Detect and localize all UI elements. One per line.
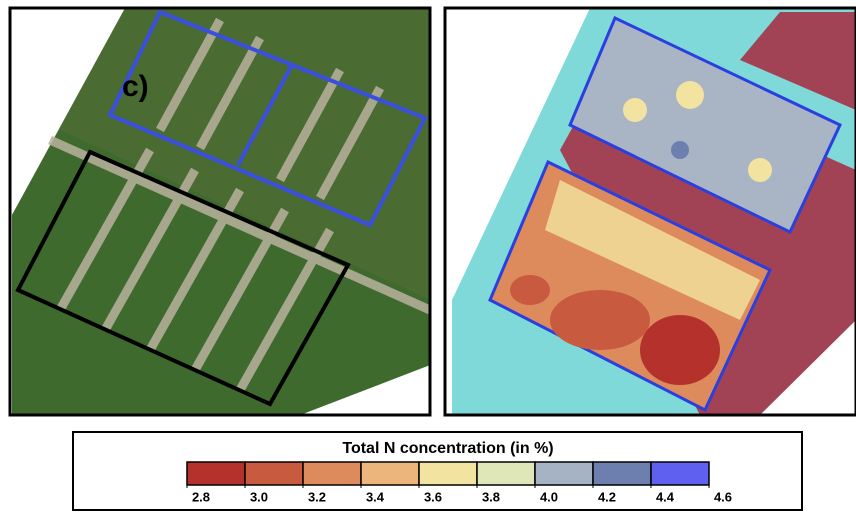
color-swatch	[419, 462, 477, 485]
aerial-image	[10, 8, 430, 415]
nitrogen-map	[445, 8, 856, 415]
tick-label: 4.2	[598, 489, 616, 504]
figure: c) Total N concentration (in %) 2.8 3.0 3.…	[0, 0, 856, 512]
tick-label: 4.0	[540, 489, 558, 504]
color-swatch	[361, 462, 419, 485]
tick-label: 2.8	[192, 489, 210, 504]
legend-title: Total N concentration (in %)	[342, 440, 553, 457]
color-swatch	[593, 462, 651, 485]
color-swatch	[303, 462, 361, 485]
tick-label: 3.8	[482, 489, 500, 504]
panel-label: c)	[122, 70, 149, 103]
color-swatch	[535, 462, 593, 485]
color-swatch	[651, 462, 709, 485]
tick-label: 3.2	[308, 489, 326, 504]
tick-label: 3.0	[250, 489, 268, 504]
color-swatch	[477, 462, 535, 485]
color-swatch	[245, 462, 303, 485]
color-swatch	[187, 462, 245, 485]
tick-label: 4.6	[714, 489, 732, 504]
tick-label: 3.6	[424, 489, 442, 504]
tick-label: 4.4	[656, 489, 675, 504]
tick-label: 3.4	[366, 489, 385, 504]
